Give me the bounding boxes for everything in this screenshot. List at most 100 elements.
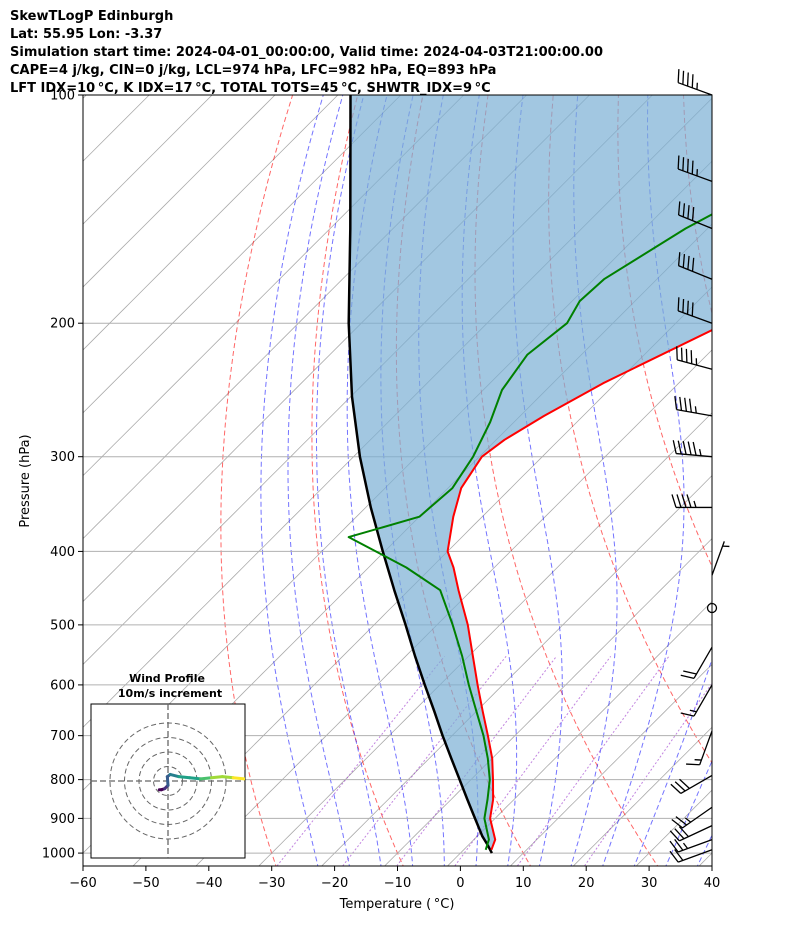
wind-barb [677,297,713,324]
x-tick-label: −40 [195,876,222,891]
moist-adiabat [570,95,618,866]
dewpoint-line [347,213,712,851]
hodograph-segment [177,775,192,780]
isotherm [83,95,87,99]
barb-half [684,817,692,823]
barb-full [677,201,681,216]
barb-full [682,203,686,217]
barb-full [686,72,689,87]
barb-full [691,257,695,272]
barb-full [686,763,700,766]
hodograph-title: Wind Profile [129,672,205,685]
location-line: Lat: 55.95 Lon: -3.37 [10,27,163,42]
barb-full [688,398,692,413]
moist-adiabat [316,95,382,866]
barb-shaft [680,774,713,795]
barb-full [679,396,683,411]
hodograph-segment [231,776,245,781]
barb-full [671,819,683,829]
moist-adiabat [260,95,324,866]
x-tick-label: −30 [258,876,285,891]
barb-full [682,70,685,85]
cape-line: CAPE=4 j/kg, CIN=0 j/kg, LCL=974 hPa, LF… [10,63,497,78]
barb-full [677,297,680,311]
x-tick-label: 30 [641,876,658,891]
barb-full [674,839,684,851]
moist-adiabat [602,95,685,866]
x-axis-label: Temperature ( °C) [339,897,455,912]
wind-barb [672,440,713,458]
barb-full [686,494,692,508]
barb-shaft [699,730,713,765]
mixing-ratio-line [276,655,445,866]
barb-full [684,397,688,412]
wind-barb [680,646,713,679]
barb-full [692,441,697,456]
barb-full [674,849,684,861]
wind-barb [677,201,713,230]
barb-full [669,840,679,853]
isotherm [83,95,527,540]
y-tick-label: 800 [50,773,75,788]
barb-shaft [711,541,725,576]
barb-full [691,302,694,317]
isotherm [572,726,712,866]
barb-full [676,494,682,508]
barb-full [686,158,689,173]
y-tick-label: 600 [50,678,75,693]
wind-barb [677,252,713,280]
profiles [347,95,712,854]
isotherm [446,600,712,866]
wind-barb [670,774,713,795]
barb-full [680,712,695,717]
wind-barb [671,806,713,829]
x-tick-label: 40 [704,876,721,891]
x-tick-label: −20 [321,876,348,891]
isotherm [83,95,653,665]
barb-full [687,205,690,219]
mixing-ratio-line [583,682,712,866]
hodograph-subtitle: 10m/s increment [118,687,222,700]
y-tick-label: 700 [50,729,75,744]
isotherm [635,789,712,866]
barb-half [693,500,697,508]
y-tick-label: 400 [50,545,75,560]
barb-full [677,440,682,455]
barb-full [680,674,695,679]
barb-shaft [693,684,713,717]
y-tick-label: 300 [50,450,75,465]
isotherm [384,538,712,866]
x-tick-label: 20 [578,876,595,891]
wind-barb [680,684,713,717]
hodograph-segment [220,775,235,780]
dry-adiabat [749,95,794,869]
barb-full [687,255,690,270]
barb-shaft [676,408,713,417]
y-tick-label: 100 [50,89,75,104]
wind-barb [676,346,713,370]
cape-shading [348,95,712,850]
barb-full [691,160,694,175]
isotherm [195,349,712,866]
barb-full [677,155,680,170]
isotherm [321,475,712,866]
dry-adiabat [548,95,712,764]
barb-full [669,830,680,842]
isotherm [83,95,402,414]
barb-shaft [677,168,713,182]
hodograph-segment [188,776,203,781]
barb-full [675,816,688,826]
y-tick-label: 1000 [42,847,75,862]
y-tick-label: 900 [50,812,75,827]
x-tick-label: 0 [456,876,464,891]
barb-full [677,252,681,266]
chart-header: SkewTLogP Edinburgh Lat: 55.95 Lon: -3.3… [10,8,603,98]
barb-full [682,298,685,313]
wind-barb [671,494,712,509]
barb-shaft [679,825,713,842]
wind-barb [677,155,713,182]
barb-full [674,781,686,792]
moist-adiabat [633,657,712,866]
barb-full [682,440,687,455]
barb-full [674,396,678,410]
